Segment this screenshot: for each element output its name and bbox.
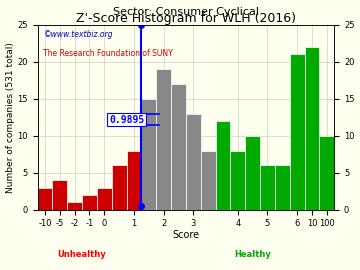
Bar (156, 69, 171, 210)
Bar (290, 55, 305, 210)
Bar (305, 47, 319, 210)
Bar (216, 121, 230, 210)
Bar (186, 114, 201, 210)
Bar (141, 99, 156, 210)
X-axis label: Score: Score (172, 230, 199, 240)
Text: 0.9895: 0.9895 (109, 114, 144, 124)
Bar (112, 165, 127, 210)
Text: Unhealthy: Unhealthy (58, 250, 107, 259)
Bar (230, 151, 245, 210)
Bar (245, 136, 260, 210)
Bar (127, 151, 141, 210)
Title: Z'-Score Histogram for WLH (2016): Z'-Score Histogram for WLH (2016) (76, 12, 296, 25)
Y-axis label: Number of companies (531 total): Number of companies (531 total) (5, 42, 14, 193)
Bar (67, 202, 82, 210)
Text: ©www.textbiz.org: ©www.textbiz.org (44, 31, 113, 39)
Text: Healthy: Healthy (234, 250, 271, 259)
Text: Sector: Consumer Cyclical: Sector: Consumer Cyclical (113, 6, 259, 16)
Bar (319, 136, 334, 210)
Bar (275, 165, 290, 210)
Bar (201, 151, 216, 210)
Bar (171, 84, 186, 210)
Bar (37, 188, 53, 210)
Text: The Research Foundation of SUNY: The Research Foundation of SUNY (44, 49, 173, 58)
Bar (260, 165, 275, 210)
Bar (97, 188, 112, 210)
Bar (82, 195, 97, 210)
Bar (53, 180, 67, 210)
